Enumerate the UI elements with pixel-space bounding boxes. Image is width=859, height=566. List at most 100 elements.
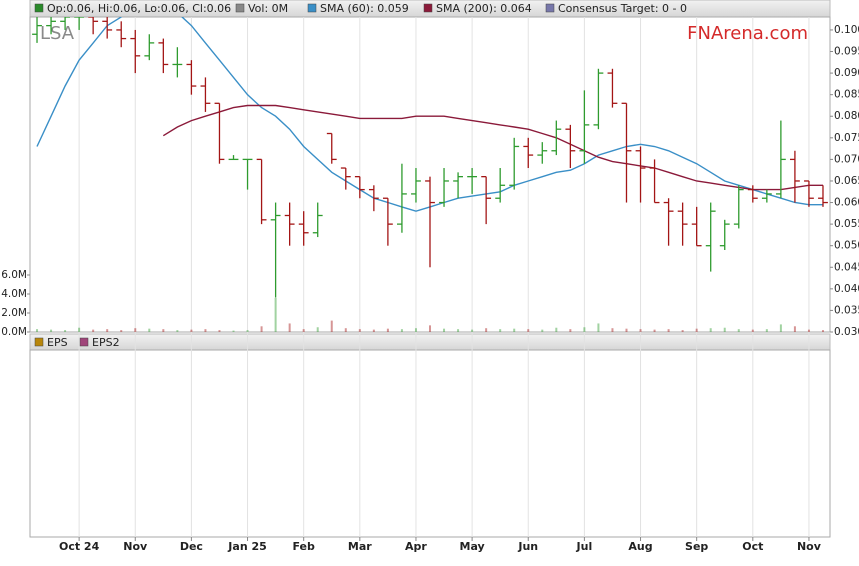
volume-bar [64,330,67,332]
sma-line [162,104,823,191]
volume-tick-label: 0.0M [1,326,27,338]
volume-bar [400,329,403,332]
volume-bar [92,329,95,332]
volume-bar [344,328,347,332]
x-tick-label: Nov [797,540,822,553]
y-tick-label: 0.085 [834,89,859,101]
legend-swatch [34,3,44,13]
volume-bar [513,328,516,332]
volume-bar [583,327,586,332]
volume-bar [246,330,249,332]
volume-bar [260,326,263,332]
volume-bar [751,329,754,332]
volume-bar [358,329,361,332]
legend-swatch [79,337,89,347]
volume-bar [639,329,642,332]
y-tick-label: 0.100 [834,24,859,36]
legend-swatch [307,3,317,13]
y-tick-label: 0.030 [834,326,859,338]
volume-bar [709,328,712,332]
plot-layer [32,17,828,332]
volume-bar [120,330,123,332]
x-tick-label: Oct [742,540,763,553]
x-tick-label: Jun [517,540,538,553]
y-tick-label: 0.080 [834,110,859,122]
legend-swatch [545,3,555,13]
legend-label: Vol: 0M [248,2,288,15]
y-tick-label: 0.095 [834,46,859,58]
legend-label: Op:0.06, Hi:0.06, Lo:0.06, Cl:0.06 [47,2,231,15]
volume-bar [429,325,431,332]
volume-bar [78,327,81,332]
legend-label: EPS2 [92,336,120,349]
volume-bar [555,327,558,332]
y-tick-label: 0.070 [834,153,859,165]
volume-bar [106,329,109,332]
volume-bar [36,329,39,332]
volume-bar [148,328,151,332]
x-tick-label: Mar [348,540,372,553]
volume-bar [569,329,572,332]
eps-panel [29,349,831,538]
legend-label: EPS [47,336,68,349]
volume-bar [485,328,488,332]
volume-bar [597,323,600,332]
volume-bar [765,329,768,332]
volume-bar [695,328,698,332]
volume-bar [653,329,656,332]
y-tick-label: 0.050 [834,240,859,252]
volume-bar [793,326,796,332]
volume-bar [457,329,460,332]
x-tick-label: Nov [123,540,148,553]
volume-bar [414,328,417,332]
volume-bar [218,330,221,332]
volume-bar [681,330,684,332]
volume-bar [386,328,389,332]
legend-swatch [235,3,245,13]
volume-bar [50,329,53,332]
volume-bar [162,329,165,332]
legend-label: Consensus Target: 0 - 0 [558,2,687,15]
volume-tick-label: 6.0M [1,269,27,281]
eps-legend-bar [29,333,831,351]
y-tick-label: 0.055 [834,218,859,230]
x-tick-label: Dec [180,540,203,553]
brand-watermark: FNArena.com [687,23,808,44]
volume-bar [527,329,530,332]
volume-bar [737,329,740,332]
ticker-watermark: LSA [40,23,75,44]
price-panel [29,16,831,333]
volume-bar [611,328,614,332]
volume-tick-label: 4.0M [1,288,27,300]
y-tick-label: 0.090 [834,67,859,79]
volume-bar [176,330,179,332]
y-tick-label: 0.075 [834,132,859,144]
x-tick-label: Aug [628,540,652,553]
volume-bar [807,329,810,332]
volume-bar [372,329,375,332]
x-tick-label: Sep [685,540,708,553]
x-tick-label: Jan 25 [227,540,266,553]
volume-tick-label: 2.0M [1,307,27,319]
legend-swatch [34,337,44,347]
y-tick-label: 0.035 [834,304,859,316]
volume-bar [443,328,446,332]
volume-bar [541,329,544,332]
volume-bar [316,327,319,332]
y-tick-label: 0.065 [834,175,859,187]
x-tick-label: Oct 24 [59,540,100,553]
legend-swatch [423,3,433,13]
volume-bar [288,323,291,332]
volume-bar [625,328,628,332]
volume-bar [204,329,207,332]
volume-bar [471,329,474,332]
volume-bar [723,327,726,332]
y-tick-label: 0.040 [834,283,859,295]
volume-bar [302,329,305,332]
x-tick-label: Jul [576,540,593,553]
legend-label: SMA (200): 0.064 [436,2,532,15]
y-tick-label: 0.045 [834,261,859,273]
volume-bar [330,320,333,332]
